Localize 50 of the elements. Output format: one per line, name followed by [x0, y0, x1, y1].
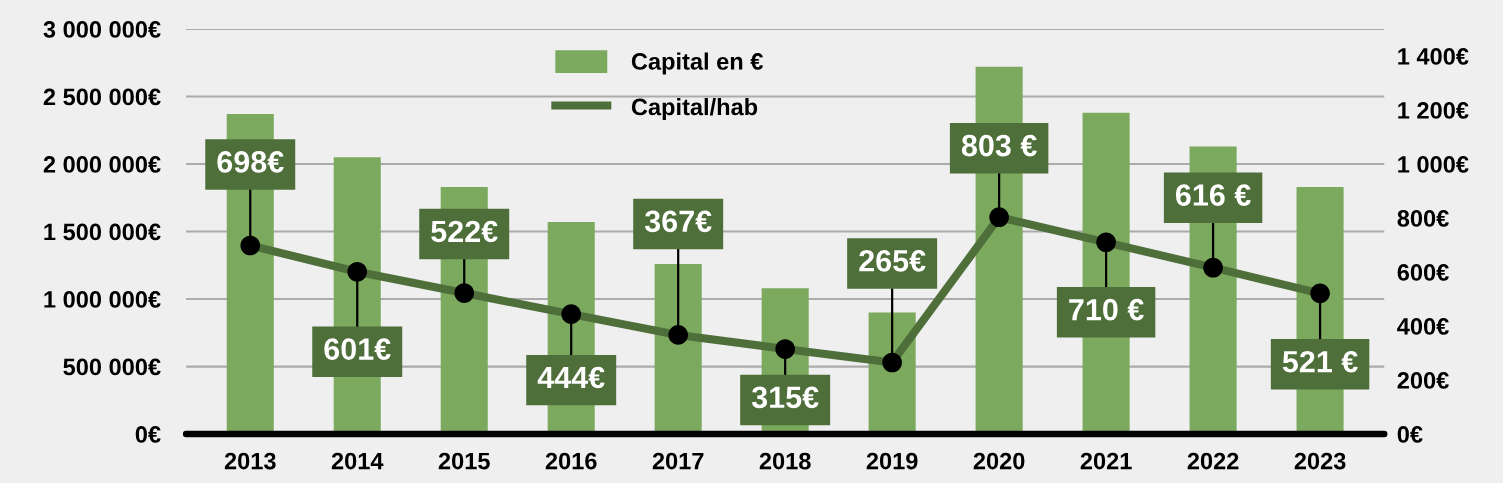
y2-tick-label: 200€ [1397, 372, 1449, 389]
data-label: 698€ [217, 151, 284, 173]
y2-tick-label: 1 400€ [1398, 48, 1469, 65]
y2-tick-label: 800€ [1397, 210, 1449, 227]
x-tick-label: 2022 [1187, 452, 1239, 470]
x-tick-label: 2018 [759, 452, 811, 470]
y-tick-label: 2 500 000€ [43, 88, 161, 106]
x-tick-label: 2019 [866, 452, 918, 470]
y2-tick-label: 1 200€ [1398, 102, 1469, 119]
data-label: 444€ [537, 366, 605, 389]
point [989, 207, 1009, 228]
data-label: 367€ [644, 210, 712, 233]
x-tick-label: 2017 [652, 452, 704, 470]
point [454, 283, 475, 303]
x-tick-label: 2016 [545, 452, 597, 470]
point [882, 352, 902, 373]
x-tick-label: 2013 [224, 452, 276, 470]
point [1310, 283, 1330, 304]
point [561, 304, 582, 324]
y2-tick-label: 1 000€ [1398, 156, 1469, 173]
y2-tick-label: 0€ [1397, 426, 1423, 443]
y2-tick-label: 600€ [1397, 264, 1449, 281]
data-label: 710 € [1069, 298, 1144, 321]
y-tick-label: 0€ [135, 426, 161, 443]
point [1203, 257, 1223, 278]
y2-tick-label: 400€ [1397, 318, 1449, 335]
point [775, 339, 795, 359]
y-tick-label: 1 000 000€ [44, 291, 161, 308]
x-tick-label: 2021 [1080, 452, 1132, 470]
x-tick-label: 2023 [1294, 452, 1346, 470]
point [1096, 232, 1116, 253]
data-label: 315€ [751, 386, 819, 409]
data-label: 265€ [859, 250, 926, 272]
y-tick-label: 3 000 000€ [43, 21, 161, 38]
data-label: 803 € [961, 134, 1037, 157]
point [347, 261, 368, 282]
y-tick-label: 1 500 000€ [44, 223, 161, 241]
y-tick-label: 2 000 000€ [43, 156, 161, 173]
point [240, 235, 261, 256]
y-tick-label: 500 000€ [63, 358, 161, 376]
data-label: 522€ [431, 220, 498, 243]
point [668, 325, 689, 345]
data-label: 616 € [1175, 184, 1251, 206]
x-tick-label: 2020 [973, 452, 1025, 470]
legend-label: Capital en € [631, 52, 763, 75]
data-label: 601€ [324, 338, 391, 360]
x-tick-label: 2015 [438, 452, 490, 470]
data-label: 521 € [1282, 350, 1358, 373]
x-tick-label: 2014 [331, 452, 384, 470]
legend-label: Capital/hab [631, 97, 758, 120]
